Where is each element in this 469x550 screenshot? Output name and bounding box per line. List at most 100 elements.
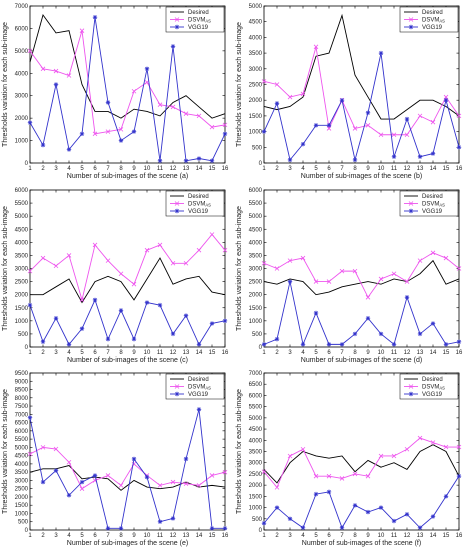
x-tick-label: 11 — [157, 166, 164, 172]
data-point — [352, 157, 358, 163]
data-point — [430, 514, 436, 519]
legend-label: VGG19 — [422, 392, 443, 398]
data-point — [144, 300, 150, 305]
chart-panel-a: 1 2 3 4 5 6 7 8 9 10 11 12 13 14 15 1601000200030004000… — [2, 4, 229, 180]
x-tick-label: 11 — [157, 533, 164, 539]
data-point — [222, 247, 228, 253]
y-tick-label: 6500 — [15, 421, 29, 427]
legend-label: Desired — [188, 10, 209, 16]
legend-label-text: Desired — [422, 194, 443, 200]
data-point — [79, 28, 85, 33]
legend-label: DSVMAS — [188, 18, 211, 24]
x-tick-label: 7 — [340, 166, 344, 172]
data-point — [105, 258, 111, 263]
series-line — [263, 437, 459, 489]
y-axis-label: Thresholds variation for each sub-image — [236, 22, 243, 147]
x-tick-label: 2 — [41, 166, 45, 172]
data-point — [274, 505, 280, 510]
chart-panel-c: 1 2 3 4 5 6 7 8 9 10 11 12 13 14 15 1605001000150020002… — [2, 188, 229, 364]
x-tick-label: 10 — [378, 166, 385, 172]
x-tick-label: 10 — [144, 533, 151, 539]
y-tick-label: 0 — [25, 528, 29, 534]
data-point — [339, 342, 345, 347]
x-tick-label: 10 — [144, 166, 151, 172]
data-point — [40, 445, 46, 450]
data-point — [326, 279, 332, 284]
legend-label: DSVMAS — [188, 202, 211, 208]
legend-label: DSVMAS — [188, 385, 211, 391]
legend-marker — [408, 384, 414, 389]
data-point — [365, 473, 371, 479]
y-axis-label: Thresholds variation for each sub-image — [2, 389, 9, 514]
series-dsvm — [261, 44, 462, 138]
data-point — [92, 15, 98, 20]
x-tick-label: 15 — [209, 533, 216, 539]
series-desired — [29, 13, 226, 119]
x-tick-label: 9 — [366, 350, 370, 356]
data-point — [417, 331, 423, 337]
x-tick-label: 9 — [132, 166, 136, 172]
x-tick-label: 13 — [183, 533, 190, 539]
data-point — [261, 521, 267, 526]
x-tick-label: 5 — [314, 350, 318, 356]
x-tick-label: 3 — [288, 533, 292, 539]
data-point — [274, 101, 280, 106]
data-point — [53, 82, 59, 87]
data-point — [287, 516, 293, 521]
x-axis-label: Number of sub-images of the scene (f) — [302, 540, 421, 547]
data-point — [222, 318, 228, 324]
y-tick-label: 6500 — [249, 382, 263, 388]
legend-label: Desired — [188, 377, 209, 383]
data-point — [365, 123, 371, 128]
y-tick-label: 5000 — [15, 214, 29, 220]
legend-label: VGG19 — [188, 392, 209, 398]
legend-label: DSVMAS — [422, 18, 445, 24]
data-point — [209, 158, 215, 163]
data-point — [170, 331, 176, 337]
data-point — [66, 73, 72, 78]
x-tick-label: 14 — [430, 533, 437, 539]
data-point — [430, 250, 436, 256]
y-tick-label: 5500 — [15, 437, 29, 443]
y-tick-label: 0 — [259, 161, 263, 167]
data-point — [66, 493, 72, 498]
data-point — [430, 440, 436, 445]
data-point — [53, 263, 59, 269]
data-point — [391, 132, 397, 138]
data-point — [300, 342, 306, 347]
legend-marker — [174, 208, 180, 214]
data-point — [92, 131, 98, 137]
y-tick-label: 5000 — [15, 445, 29, 451]
x-tick-label: 5 — [314, 533, 318, 539]
data-point — [157, 242, 163, 248]
data-point — [417, 154, 423, 159]
data-point — [391, 453, 397, 459]
data-point — [131, 129, 137, 134]
data-point — [352, 471, 358, 477]
data-point — [391, 154, 397, 159]
y-tick-label: 0 — [25, 161, 29, 167]
series-desired — [30, 257, 226, 304]
data-point — [326, 489, 332, 495]
x-tick-label: 12 — [404, 166, 411, 172]
y-tick-label: 1000 — [15, 139, 29, 145]
data-point — [105, 129, 111, 134]
x-tick-label: 15 — [209, 350, 216, 356]
x-tick-label: 8 — [353, 350, 357, 356]
data-point — [274, 485, 280, 490]
x-tick-label: 1 — [28, 166, 32, 172]
x-tick-label: 15 — [209, 166, 216, 172]
y-tick-label: 4000 — [15, 462, 29, 468]
y-tick-label: 1500 — [15, 306, 29, 312]
y-tick-label: 4000 — [249, 438, 263, 444]
x-axis-label: Number of sub-images of the scene (c) — [67, 357, 188, 364]
y-tick-label: 5500 — [15, 201, 29, 207]
x-tick-label: 7 — [340, 533, 344, 539]
chart-panel-b: 1 2 3 4 5 6 7 8 9 10 11 12 13 14 15 1605001000150020002… — [236, 4, 463, 180]
data-point — [209, 526, 215, 531]
series-line — [263, 281, 460, 346]
data-point — [274, 336, 280, 342]
x-tick-label: 2 — [275, 166, 279, 172]
data-point — [183, 481, 189, 487]
